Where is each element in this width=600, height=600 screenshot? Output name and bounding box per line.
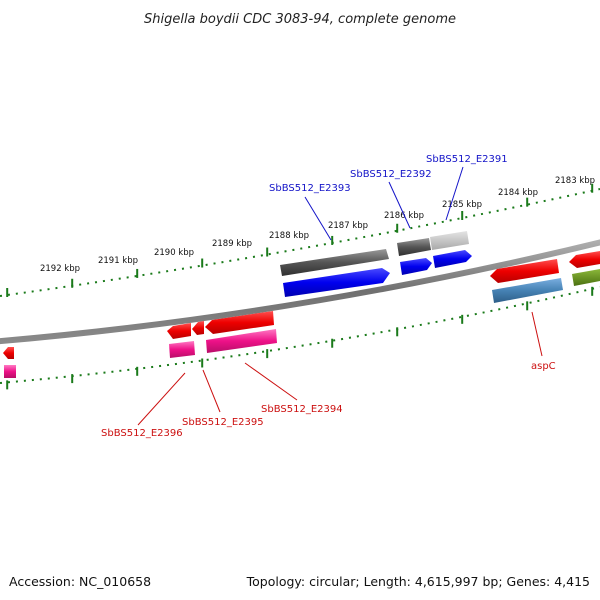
gene-next-right-cds[interactable] (572, 269, 600, 286)
tick-label: 2188 kbp (269, 231, 309, 241)
gene-label-SbBS512_E2391[interactable]: SbBS512_E2391 (426, 154, 508, 165)
gene-label-SbBS512_E2395[interactable]: SbBS512_E2395 (182, 417, 264, 428)
leader-SbBS512_E2396 (138, 373, 185, 425)
tick-label: 2189 kbp (212, 239, 252, 249)
gene-left-edge-cds[interactable] (4, 365, 16, 378)
genome-map-viewer[interactable]: Shigella boydii CDC 3083-94, complete ge… (0, 0, 600, 600)
tick-label: 2191 kbp (98, 256, 138, 266)
gene-label-SbBS512_E2393[interactable]: SbBS512_E2393 (269, 183, 351, 194)
gene-label-SbBS512_E2392[interactable]: SbBS512_E2392 (350, 169, 432, 180)
tick-label: 2190 kbp (154, 248, 194, 258)
tick-label: 2192 kbp (40, 264, 80, 274)
accession-text: Accession: NC_010658 (9, 574, 151, 589)
gene-SbBS512_E2391[interactable] (433, 250, 472, 268)
gene-SbBS512_E2392[interactable] (400, 258, 432, 275)
gene-next-right[interactable] (569, 251, 600, 268)
gene-label-SbBS512_E2396[interactable]: SbBS512_E2396 (101, 428, 183, 439)
leader-SbBS512_E2391 (446, 167, 463, 220)
tick-label: 2184 kbp (498, 188, 538, 198)
genome-summary-text: Topology: circular; Length: 4,615,997 bp… (246, 574, 590, 589)
leader-aspC (532, 312, 542, 356)
gene-SbBS512_E2395[interactable] (192, 321, 204, 335)
leader-SbBS512_E2394 (245, 363, 297, 400)
gene-label-SbBS512_E2394[interactable]: SbBS512_E2394 (261, 404, 343, 415)
gene-SbBS512_E2392-rna[interactable] (397, 238, 431, 256)
tick-label: 2183 kbp (555, 176, 595, 186)
leader-SbBS512_E2392 (389, 182, 410, 228)
gene-SbBS512_E2391-rna[interactable] (430, 231, 469, 250)
tick-label: 2185 kbp (442, 200, 482, 210)
gene-label-aspC[interactable]: aspC (531, 361, 556, 372)
leader-SbBS512_E2395 (203, 370, 220, 412)
tick-label: 2187 kbp (328, 221, 368, 231)
gene-left-edge[interactable] (3, 347, 14, 359)
gene-SbBS512_E2396-cds[interactable] (169, 341, 195, 358)
map-title: Shigella boydii CDC 3083-94, complete ge… (144, 12, 456, 27)
